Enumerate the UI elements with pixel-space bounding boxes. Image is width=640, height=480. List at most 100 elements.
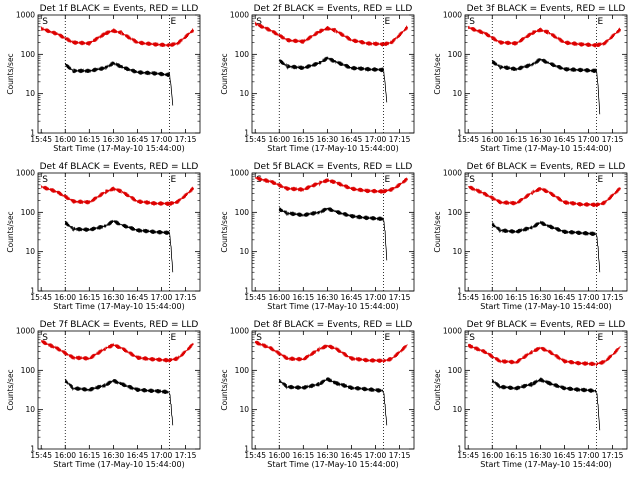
x-tick-label: 16:30	[317, 451, 339, 460]
y-tick-label: 1	[457, 445, 462, 454]
x-tick-label: 16:15	[506, 451, 528, 460]
event-marker-e: E	[598, 175, 604, 185]
y-tick-label: 1	[244, 129, 249, 138]
x-axis-label: Start Time (17-May-10 15:44:00)	[267, 302, 398, 311]
y-tick-label: 1	[30, 287, 35, 296]
y-axis-label: Counts/sec	[433, 369, 442, 410]
x-tick-label: 17:00	[578, 451, 600, 460]
x-tick-label: 15:45	[457, 293, 479, 302]
x-tick-label: 16:00	[54, 293, 76, 302]
chart-title: Det 1f BLACK = Events, RED = LLD	[40, 4, 199, 14]
y-tick-label: 1	[244, 445, 249, 454]
x-axis-label: Start Time (17-May-10 15:44:00)	[480, 302, 611, 311]
x-tick-label: 15:45	[244, 293, 266, 302]
events-series-line	[278, 377, 388, 426]
lld-series-line	[467, 25, 621, 48]
events-series-line	[64, 378, 174, 426]
event-marker-s: S	[469, 17, 475, 27]
chart-panel-7: Det 7f BLACK = Events, RED = LLD 1 10 100 10…	[6, 320, 201, 469]
event-marker-s: S	[256, 17, 262, 27]
x-tick-label: 16:00	[54, 135, 76, 144]
chart-title: Det 8f BLACK = Events, RED = LLD	[254, 320, 413, 330]
x-tick-label: 15:45	[30, 451, 52, 460]
x-tick-label: 17:15	[389, 135, 411, 144]
x-tick-label: 16:30	[530, 293, 552, 302]
chart-title: Det 5f BLACK = Events, RED = LLD	[254, 162, 413, 172]
chart-title: Det 6f BLACK = Events, RED = LLD	[467, 162, 626, 172]
y-tick-label: 100	[235, 208, 250, 217]
event-marker-e: E	[171, 17, 177, 27]
y-tick-label: 1000	[443, 11, 462, 20]
x-tick-label: 16:30	[317, 135, 339, 144]
chart-title: Det 7f BLACK = Events, RED = LLD	[40, 320, 199, 330]
y-tick-label: 10	[25, 247, 35, 256]
x-tick-label: 16:45	[554, 293, 576, 302]
x-tick-label: 16:45	[554, 451, 576, 460]
x-tick-label: 16:30	[530, 451, 552, 460]
y-tick-label: 10	[239, 247, 249, 256]
x-tick-label: 16:15	[79, 135, 101, 144]
chart-panel-9: Det 9f BLACK = Events, RED = LLD 1 10 100 10…	[433, 320, 628, 469]
x-tick-label: 17:15	[389, 293, 411, 302]
event-marker-e: E	[171, 333, 177, 343]
x-tick-label: 16:30	[103, 135, 125, 144]
y-axis-label: Counts/sec	[6, 211, 15, 252]
x-tick-label: 16:45	[341, 293, 363, 302]
lld-series-line	[40, 339, 194, 363]
event-marker-e: E	[385, 17, 391, 27]
chart-title: Det 2f BLACK = Events, RED = LLD	[254, 4, 413, 14]
x-tick-label: 15:45	[244, 135, 266, 144]
lld-series-line	[40, 185, 194, 206]
plot-frame	[464, 330, 628, 450]
lld-series-line	[468, 185, 621, 208]
events-series-line	[491, 58, 601, 115]
event-marker-s: S	[469, 333, 475, 343]
x-tick-label: 17:00	[151, 293, 173, 302]
lld-series-line	[254, 340, 408, 363]
x-tick-label: 16:30	[530, 135, 552, 144]
y-tick-label: 100	[448, 50, 463, 59]
event-marker-e: E	[598, 333, 604, 343]
x-axis-label: Start Time (17-May-10 15:44:00)	[267, 460, 398, 469]
y-axis-label: Counts/sec	[433, 53, 442, 94]
y-tick-label: 10	[25, 405, 35, 414]
x-tick-label: 16:15	[79, 293, 101, 302]
x-tick-label: 17:15	[602, 451, 624, 460]
x-tick-label: 17:00	[578, 293, 600, 302]
x-tick-label: 16:15	[79, 451, 101, 460]
x-tick-label: 16:15	[293, 451, 315, 460]
plot-frame	[251, 172, 415, 292]
x-tick-label: 17:15	[175, 135, 197, 144]
x-tick-label: 16:30	[103, 451, 125, 460]
y-tick-label: 100	[448, 366, 463, 375]
x-tick-label: 16:45	[554, 135, 576, 144]
x-tick-label: 17:00	[151, 135, 173, 144]
x-tick-label: 17:00	[578, 135, 600, 144]
event-marker-s: S	[42, 333, 48, 343]
x-tick-label: 17:15	[389, 451, 411, 460]
y-tick-label: 100	[448, 208, 463, 217]
chart-panel-1: Det 1f BLACK = Events, RED = LLD 1 10 100 10…	[6, 4, 201, 153]
y-tick-label: 100	[21, 208, 36, 217]
x-axis-label: Start Time (17-May-10 15:44:00)	[53, 144, 184, 153]
y-axis-label: Counts/sec	[220, 211, 229, 252]
lld-series-line	[40, 26, 194, 48]
x-tick-label: 16:15	[506, 293, 528, 302]
x-tick-label: 16:45	[127, 135, 149, 144]
events-series-line	[64, 219, 174, 273]
events-series-line	[491, 377, 601, 431]
x-tick-label: 17:15	[602, 135, 624, 144]
event-marker-e: E	[385, 175, 391, 185]
y-tick-label: 1	[30, 129, 35, 138]
chart-panel-8: Det 8f BLACK = Events, RED = LLD 1 10 100 10…	[220, 320, 415, 469]
chart-panel-5: Det 5f BLACK = Events, RED = LLD 1 10 100 10…	[220, 162, 415, 311]
plot-frame	[251, 330, 415, 450]
event-marker-s: S	[42, 17, 48, 27]
chart-panel-6: Det 6f BLACK = Events, RED = LLD 1 10 100 10…	[433, 162, 628, 311]
x-tick-label: 16:30	[317, 293, 339, 302]
event-marker-s: S	[256, 333, 262, 343]
event-marker-e: E	[598, 17, 604, 27]
plot-frame	[37, 330, 201, 450]
x-axis-label: Start Time (17-May-10 15:44:00)	[480, 144, 611, 153]
plot-frame	[37, 172, 201, 292]
